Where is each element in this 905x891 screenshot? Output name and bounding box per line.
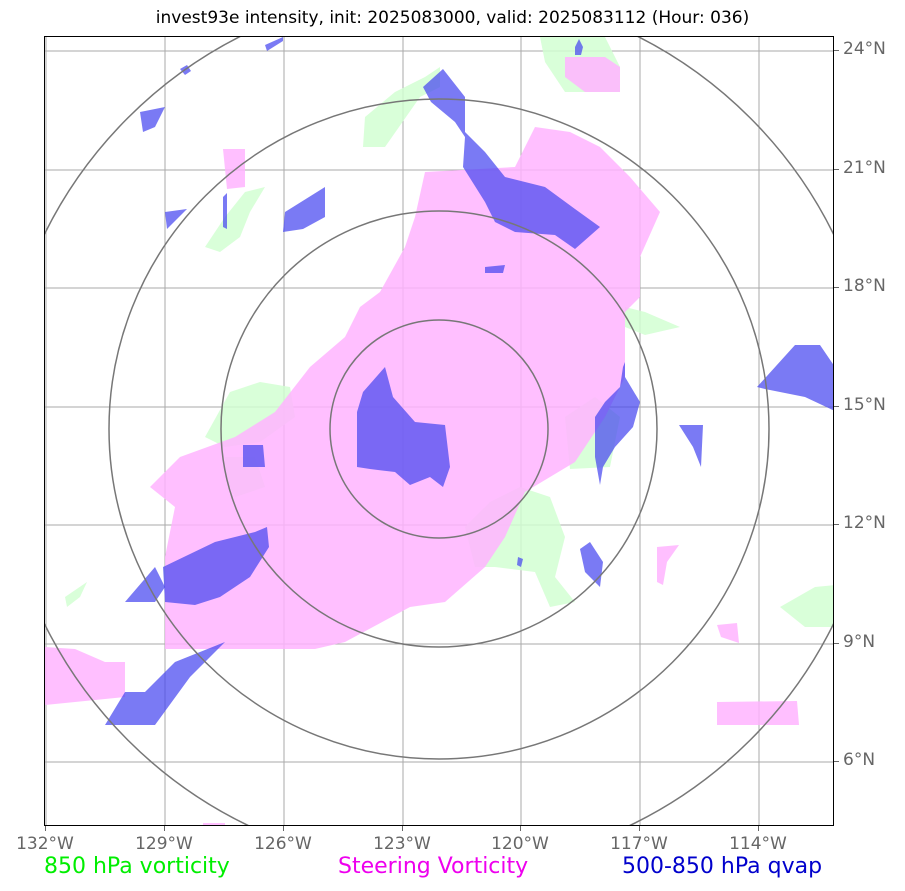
legend-steering-vorticity: Steering Vorticity <box>338 854 529 879</box>
qvap-patch <box>140 107 165 132</box>
qvap-patch <box>517 557 523 567</box>
qvap-band <box>423 69 600 249</box>
lon-label-120w: 120°W <box>491 834 549 854</box>
ring-inner <box>329 319 549 539</box>
map-canvas <box>45 37 833 825</box>
ring-outer <box>108 98 770 760</box>
steering-patch <box>45 647 125 705</box>
lon-label-123w: 123°W <box>373 834 431 854</box>
lon-tick <box>283 826 284 831</box>
qvap-patch <box>243 445 265 467</box>
lat-tick <box>834 287 839 288</box>
qvap-patch <box>283 187 325 232</box>
lat-label-15n: 15°N <box>843 395 886 415</box>
lat-label-21n: 21°N <box>843 158 886 178</box>
ring-middle <box>220 210 658 648</box>
distance-rings <box>45 37 833 825</box>
lon-tick <box>45 826 46 831</box>
steering-patch <box>223 149 245 189</box>
qvap-patch <box>580 542 603 587</box>
vort850-patch <box>65 582 87 607</box>
vort850-patch <box>363 67 440 147</box>
qvap-patch <box>165 209 187 229</box>
qvap-patch <box>105 642 225 725</box>
qvap-core <box>357 367 450 487</box>
lon-label-132w: 132°W <box>16 834 74 854</box>
qvap-patch <box>125 567 165 602</box>
lat-tick <box>834 50 839 51</box>
qvap-patch <box>575 39 583 55</box>
qvap-patch <box>757 345 833 411</box>
lat-label-24n: 24°N <box>843 39 886 59</box>
qvap-patch <box>163 527 269 605</box>
lon-tick <box>402 826 403 831</box>
lon-tick <box>520 826 521 831</box>
lat-label-18n: 18°N <box>843 276 886 296</box>
lon-label-129w: 129°W <box>135 834 193 854</box>
steering-patch <box>717 701 799 725</box>
chart-title: invest93e intensity, init: 2025083000, v… <box>155 8 750 28</box>
lon-label-117w: 117°W <box>610 834 668 854</box>
lon-tick <box>639 826 640 831</box>
steering-patch <box>203 823 225 825</box>
steering-main <box>150 127 660 649</box>
lat-tick <box>834 524 839 525</box>
qvap-patch <box>265 37 283 51</box>
lat-tick <box>834 761 839 762</box>
vort850-patch <box>780 585 833 627</box>
lat-tick <box>834 169 839 170</box>
lon-tick <box>758 826 759 831</box>
steering-patch <box>717 623 739 643</box>
steering-patch <box>657 545 679 585</box>
qvap-contours <box>105 37 833 725</box>
map-frame <box>44 36 834 826</box>
lat-tick <box>834 643 839 644</box>
lon-tick <box>164 826 165 831</box>
legend-qvap: 500-850 hPa qvap <box>622 854 823 879</box>
lon-label-126w: 126°W <box>254 834 312 854</box>
lon-label-114w: 114°W <box>729 834 787 854</box>
vort850-patch <box>205 187 265 252</box>
lat-label-12n: 12°N <box>843 513 886 533</box>
qvap-patch <box>223 193 227 229</box>
qvap-patch <box>595 362 640 485</box>
qvap-patch <box>485 265 505 273</box>
lat-label-9n: 9°N <box>843 632 876 652</box>
steering-patch <box>565 57 620 92</box>
lat-label-6n: 6°N <box>843 750 876 770</box>
vort850-patch <box>625 307 680 335</box>
legend-850-vorticity: 850 hPa vorticity <box>44 854 230 879</box>
lat-tick <box>834 406 839 407</box>
qvap-patch <box>679 425 703 467</box>
